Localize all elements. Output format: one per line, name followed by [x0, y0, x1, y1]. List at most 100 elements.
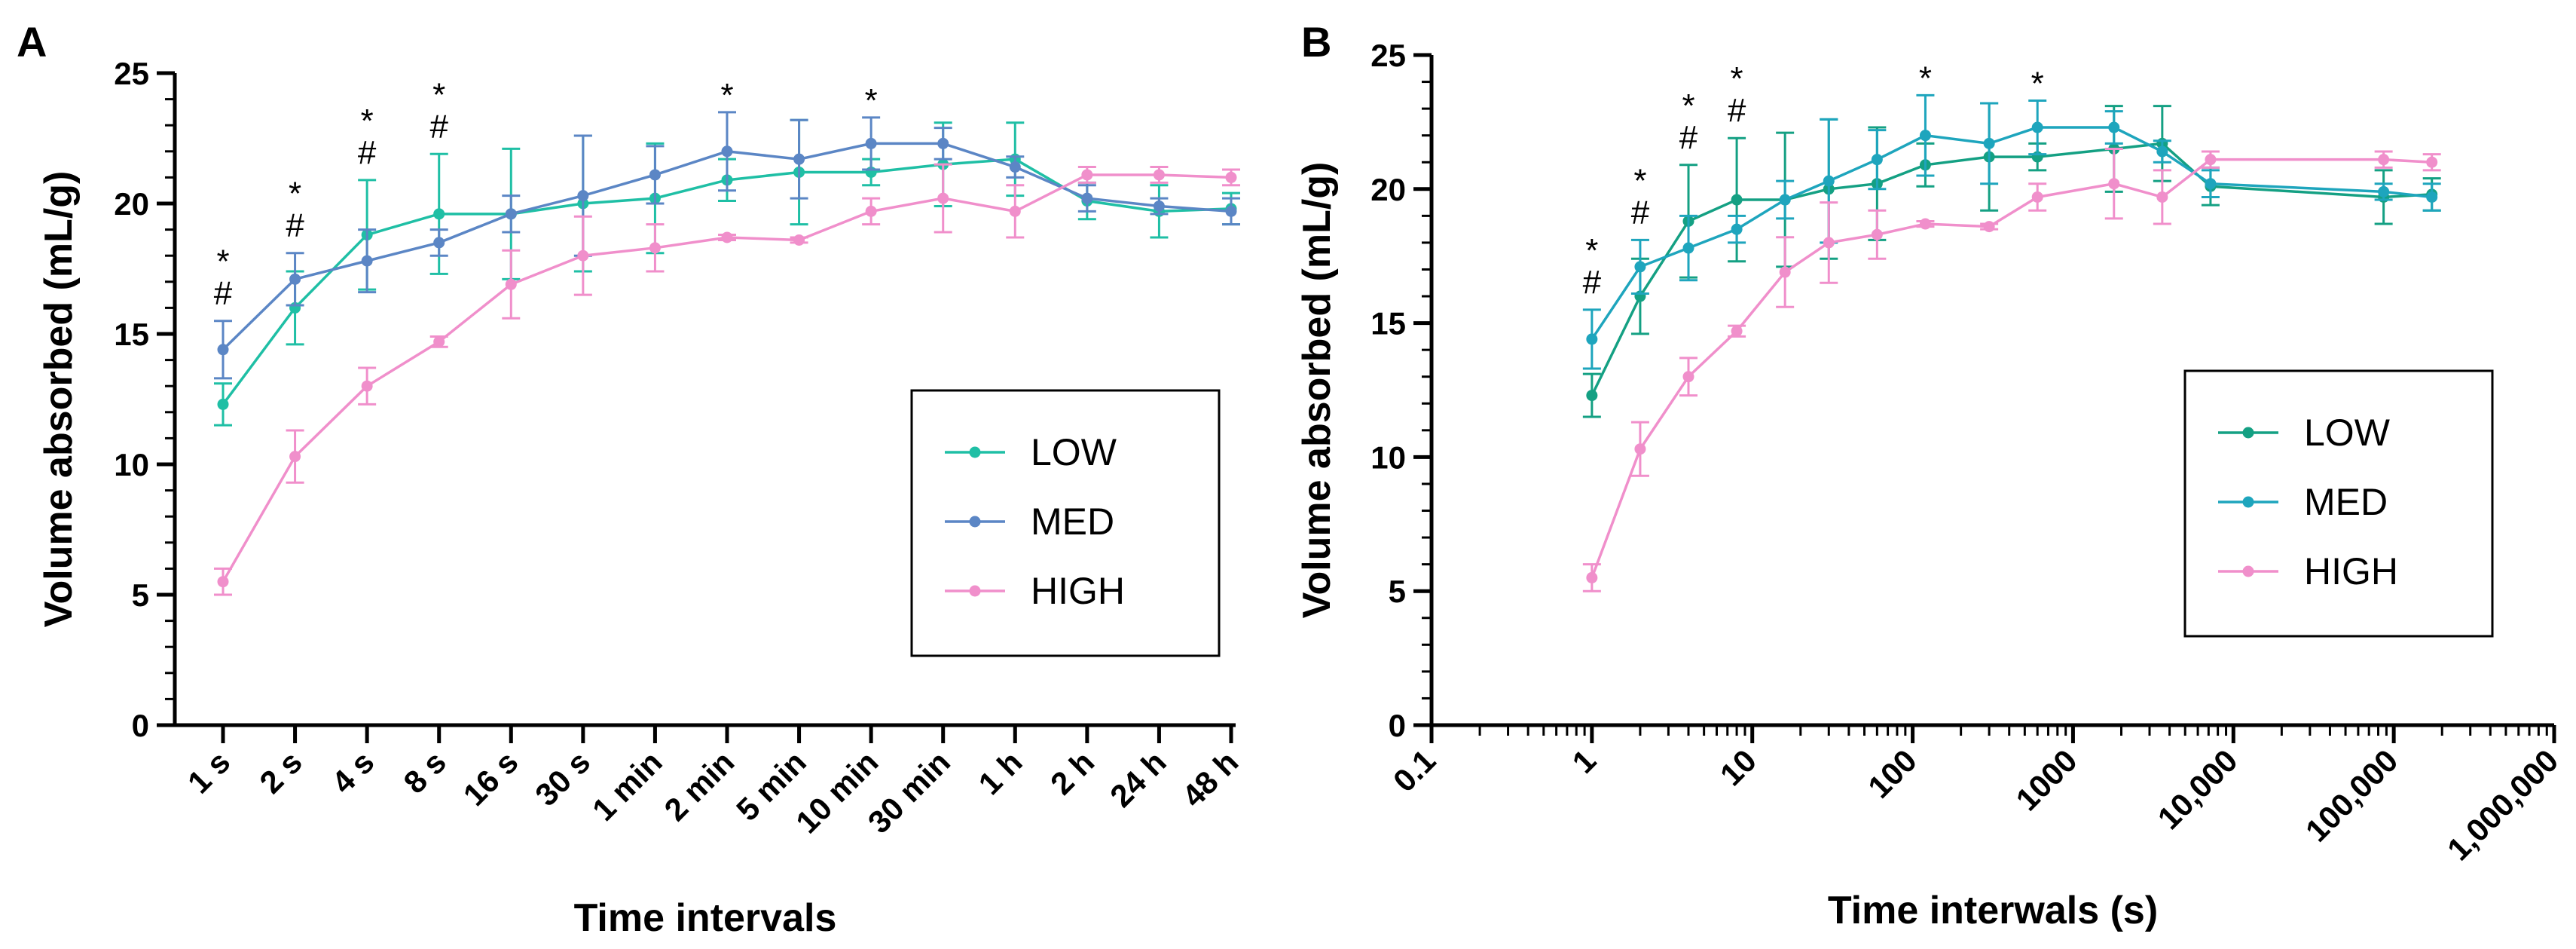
data-point — [433, 237, 445, 249]
y-tick-label: 15 — [1371, 306, 1406, 341]
hash-mark: # — [286, 207, 304, 244]
data-point — [937, 192, 949, 204]
x-axis-title: Time intervals — [574, 896, 837, 940]
x-tick-label: 1 — [1565, 742, 1603, 780]
data-point — [1983, 221, 1995, 233]
x-tick-label: 30 min — [861, 744, 957, 840]
series-high — [214, 163, 1240, 596]
data-point — [649, 169, 661, 181]
data-point — [2156, 145, 2168, 158]
y-tick-label: 0 — [1389, 708, 1406, 743]
hash-mark: # — [214, 275, 233, 312]
legend-swatch-marker — [969, 516, 981, 528]
data-point — [2156, 191, 2168, 203]
data-point — [1983, 137, 1995, 149]
data-point — [217, 344, 229, 356]
data-point — [1823, 175, 1835, 187]
legend-swatch-marker — [969, 446, 981, 458]
data-point — [1731, 325, 1743, 337]
series-med — [1582, 93, 2441, 370]
hash-mark: # — [1631, 194, 1650, 231]
legend-swatch-marker — [2242, 496, 2254, 508]
data-point — [1823, 237, 1835, 249]
data-point — [577, 190, 589, 202]
data-point — [1871, 228, 1883, 240]
data-point — [2426, 191, 2438, 203]
x-tick-label: 2 h — [1044, 744, 1101, 801]
data-point — [1153, 169, 1165, 181]
x-tick-label: 2 min — [658, 744, 741, 828]
y-tick-label: 5 — [1389, 574, 1406, 609]
legend: LOW MED HIGH — [910, 389, 1221, 657]
x-tick-label: 1,000,000 — [2440, 742, 2565, 867]
x-tick-label: 24 h — [1103, 744, 1173, 814]
y-tick-label: 15 — [114, 317, 149, 352]
legend-label: LOW — [2304, 412, 2391, 454]
hash-mark: # — [429, 108, 448, 145]
asterisk-mark: * — [2031, 65, 2044, 102]
legend-swatch-marker — [969, 585, 981, 597]
data-point — [1731, 194, 1743, 206]
data-point — [2426, 156, 2438, 168]
x-tick-label: 1 min — [585, 744, 669, 828]
data-point — [433, 335, 445, 347]
y-tick-label: 0 — [132, 708, 149, 743]
data-point — [793, 153, 805, 165]
x-tick-label: 100 — [1861, 742, 1924, 805]
data-point — [2108, 121, 2120, 133]
hash-mark: # — [1583, 264, 1602, 301]
x-tick-label: 48 h — [1175, 744, 1245, 814]
data-point — [865, 205, 877, 217]
data-point — [505, 278, 517, 290]
data-point — [865, 137, 877, 149]
legend-label: HIGH — [1031, 570, 1125, 612]
y-tick-label: 10 — [114, 447, 149, 482]
x-tick-label: 10 — [1713, 742, 1763, 792]
data-point — [2031, 191, 2043, 203]
data-point — [361, 255, 373, 267]
asterisk-mark: * — [865, 82, 878, 119]
data-point — [1586, 333, 1598, 345]
y-tick-label: 10 — [1371, 439, 1406, 475]
data-point — [1682, 371, 1694, 383]
asterisk-mark: * — [1919, 60, 1932, 96]
asterisk-mark: * — [1731, 60, 1743, 97]
data-point — [1225, 205, 1237, 217]
panel-label: A — [17, 18, 47, 66]
data-point — [2378, 185, 2390, 197]
data-point — [2108, 178, 2120, 190]
y-tick-label: 20 — [1371, 172, 1406, 207]
data-point — [1919, 218, 1931, 230]
data-point — [793, 234, 805, 246]
x-tick-label: 100,000 — [2299, 742, 2405, 849]
x-tick-label: 1 h — [972, 744, 1029, 801]
x-tick-label: 1 s — [181, 744, 237, 801]
x-tick-label: 4 s — [325, 744, 381, 801]
data-point — [2205, 154, 2217, 166]
data-point — [1779, 194, 1791, 206]
data-point — [1682, 242, 1694, 254]
legend: LOW MED HIGH — [2183, 369, 2494, 638]
y-tick-label: 25 — [114, 56, 149, 91]
legend-label: MED — [1031, 501, 1114, 543]
legend-label: LOW — [1031, 431, 1117, 473]
legend-box — [910, 389, 1221, 657]
y-axis-title: Volume absorbed (mL/g) — [1295, 162, 1339, 619]
data-point — [577, 249, 589, 262]
data-point — [289, 451, 301, 463]
panel-label: B — [1301, 18, 1331, 66]
data-point — [361, 380, 373, 392]
data-point — [1919, 130, 1931, 142]
series-line — [1591, 142, 2432, 396]
series-med — [214, 111, 1240, 380]
hash-mark: # — [1728, 92, 1746, 129]
data-point — [1731, 223, 1743, 235]
x-tick-label: 0.1 — [1386, 742, 1443, 799]
y-axis-title: Volume absorbed (mL/g) — [37, 171, 81, 628]
data-point — [721, 231, 733, 243]
data-point — [217, 576, 229, 588]
legend-swatch-marker — [2242, 427, 2254, 439]
data-point — [721, 145, 733, 158]
hash-mark: # — [1679, 119, 1698, 156]
